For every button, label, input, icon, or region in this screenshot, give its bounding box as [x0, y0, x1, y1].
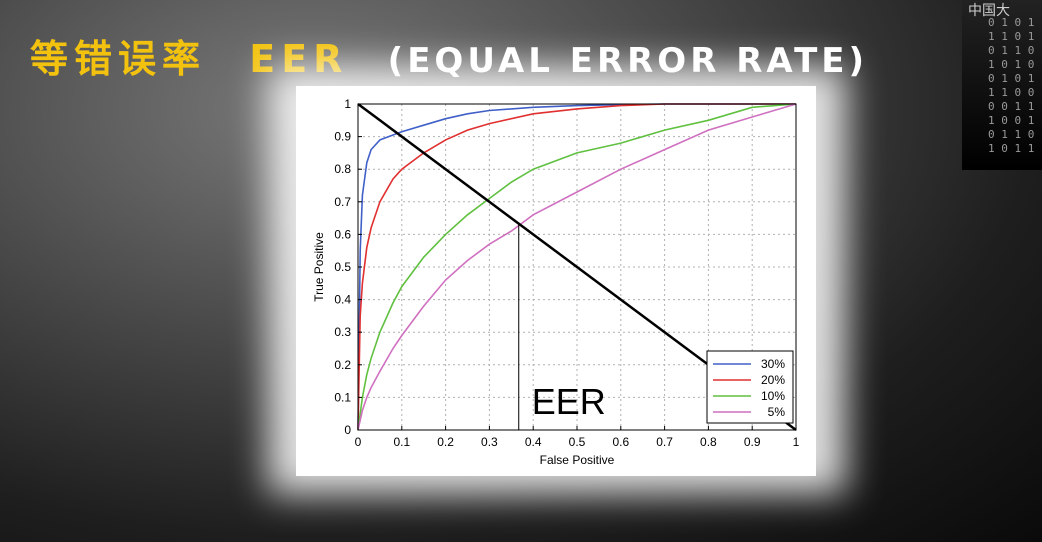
x-tick-label: 0.4 — [525, 435, 542, 449]
y-tick-label: 0.7 — [334, 195, 351, 209]
x-tick-label: 0.3 — [481, 435, 498, 449]
watermark-logo: 中国大 — [968, 3, 1010, 19]
series-line-10pct — [357, 103, 797, 431]
watermark-bit-row: 0 0 1 1 — [988, 100, 1035, 113]
y-tick-label: 0 — [344, 423, 351, 437]
y-tick-label: 0.5 — [334, 260, 351, 274]
legend-label: 10% — [761, 389, 785, 403]
legend-label: 5% — [768, 405, 786, 419]
y-axis-label: True Positive — [312, 232, 326, 302]
watermark-bit-row: 1 0 0 1 — [988, 114, 1035, 127]
y-tick-label: 0.6 — [334, 227, 351, 241]
watermark-bit-row: 1 1 0 0 — [988, 86, 1035, 99]
watermark-bit-row: 1 1 0 1 — [988, 30, 1035, 43]
watermark-bit-row: 0 1 0 1 — [988, 16, 1035, 29]
x-tick-label: 0.6 — [612, 435, 629, 449]
watermark-bit-row: 1 0 1 0 — [988, 58, 1035, 71]
roc-chart-panel: 0 0.1 0.2 0.3 0.4 0.5 0.6 0.7 0.8 0.9 1 0 0.1 0.2 0.3 0… — [296, 86, 816, 476]
y-tick-label: 1 — [344, 97, 351, 111]
y-tick-label: 0.1 — [334, 390, 351, 404]
y-tick-label: 0.8 — [334, 162, 351, 176]
legend-label: 30% — [761, 357, 785, 371]
watermark-bit-row: 0 1 1 0 — [988, 128, 1035, 141]
watermark-bit-row: 0 1 0 1 — [988, 72, 1035, 85]
chart-legend: 30% 20% 10% 5% — [706, 350, 794, 424]
y-tick-label: 0.9 — [334, 130, 351, 144]
roc-chart: 0 0.1 0.2 0.3 0.4 0.5 0.6 0.7 0.8 0.9 1 0 0.1 0.2 0.3 0… — [312, 97, 800, 467]
x-tick-label: 0.5 — [569, 435, 586, 449]
x-tick-label: 0 — [355, 435, 362, 449]
x-tick-label: 0.7 — [656, 435, 673, 449]
y-tick-label: 0.3 — [334, 325, 351, 339]
title-chinese: 等错误率 — [30, 37, 207, 81]
x-axis-label: False Positive — [540, 453, 615, 467]
legend-label: 20% — [761, 373, 785, 387]
x-tick-label: 1 — [793, 435, 800, 449]
watermark-bit-row: 1 0 1 1 — [988, 142, 1035, 155]
x-tick-label: 0.1 — [393, 435, 410, 449]
y-tick-label: 0.2 — [334, 358, 351, 372]
legend-box — [706, 350, 794, 424]
y-tick-label: 0.4 — [334, 293, 351, 307]
series-line-5pct — [357, 103, 797, 431]
x-tick-label: 0.9 — [744, 435, 761, 449]
watermark-bit-row: 0 1 1 0 — [988, 44, 1035, 57]
chart-ticks: 0 0.1 0.2 0.3 0.4 0.5 0.6 0.7 0.8 0.9 1 0 0.1 0.2 0.3 0… — [334, 97, 799, 449]
x-tick-label: 0.8 — [700, 435, 717, 449]
eer-annotation-label: EER — [532, 381, 606, 422]
x-tick-label: 0.2 — [437, 435, 454, 449]
